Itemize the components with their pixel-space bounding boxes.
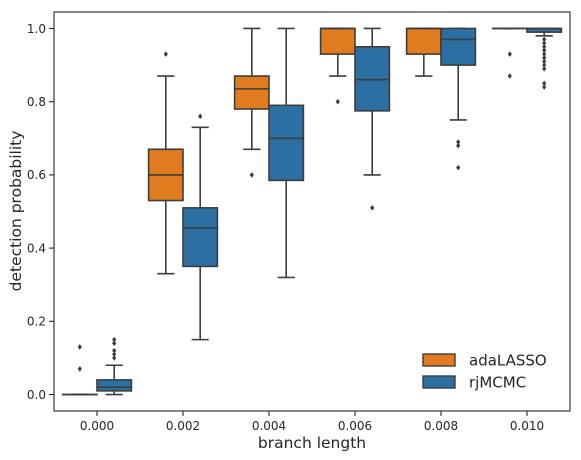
outlier-point [77,344,82,350]
box-iqr [319,27,356,55]
box-iqr [182,207,219,268]
box-iqr [354,45,391,112]
box-iqr [440,27,477,66]
outlier-point [112,351,117,358]
x-axis-title: branch length [258,434,366,452]
outlier-point [507,51,512,57]
legend-label: rjMCMC [469,374,526,392]
outlier-point [542,58,547,65]
box-rjMCMC-0.006 [354,27,391,211]
outlier-point [249,172,254,178]
box-rjMCMC-0.002 [182,113,219,341]
outlier-point [542,51,547,57]
outlier-point [456,139,461,145]
y-axis-title: detection probability [7,131,25,292]
outlier-point [542,84,547,90]
y-tick-label: 1.0 [27,22,46,36]
outlier-point [112,347,117,354]
legend-item-rjMCMC: rjMCMC [422,374,526,392]
outlier-point [77,366,82,372]
plot-area [61,27,563,396]
outlier-point [542,40,547,46]
legend-item-adaLASSO: adaLASSO [422,352,547,370]
axes: 0.0 0.2 0.4 0.6 0.8 1.0 0.000 0.002 0.004 0.006 0.… [27,11,571,433]
outlier-point [542,54,547,61]
outlier-point [542,36,547,43]
box-iqr [268,104,305,182]
box-adaLASSO-0.004 [233,27,270,178]
y-tick-label: 0.0 [27,388,46,402]
x-tick-label: 0.006 [338,419,372,433]
box-iqr [96,379,133,392]
box-adaLASSO-0.000 [61,344,98,396]
outlier-point [335,98,340,105]
box-iqr [405,27,442,55]
x-tick-label: 0.008 [424,419,458,433]
outlier-point [542,80,547,87]
outlier-point [370,205,375,211]
outlier-point [456,164,461,171]
outlier-point [112,355,117,361]
legend-swatch [422,375,456,389]
outlier-point [198,113,203,120]
x-tick-label: 0.002 [166,419,200,433]
y-tick-label: 0.8 [27,95,46,109]
outlier-point [542,62,547,68]
box-adaLASSO-0.002 [147,51,184,275]
x-tick-label: 0.000 [80,419,114,433]
outlier-point [507,73,512,79]
legend-label: adaLASSO [469,352,547,370]
box-rjMCMC-0.008 [440,27,477,171]
box-adaLASSO-0.006 [319,27,356,105]
y-tick-label: 0.2 [27,315,46,329]
outlier-point [112,340,117,347]
x-tick-label: 0.004 [252,419,286,433]
outlier-point [542,47,547,54]
legend-swatch [422,353,456,367]
y-tick-label: 0.4 [27,241,46,255]
outlier-point [542,43,547,50]
legend: adaLASSO rjMCMC [422,352,547,392]
box-iqr [233,75,270,110]
box-rjMCMC-0.000 [96,336,133,396]
box-adaLASSO-0.008 [405,27,442,77]
outlier-point [163,51,168,57]
outlier-point [112,336,117,343]
y-tick-label: 0.6 [27,168,46,182]
box-rjMCMC-0.004 [268,27,305,279]
outlier-point [542,65,547,72]
plot-frame [53,11,571,412]
outlier-point [456,142,461,149]
x-tick-label: 0.010 [510,419,544,433]
box-rjMCMC-0.010 [526,27,563,90]
